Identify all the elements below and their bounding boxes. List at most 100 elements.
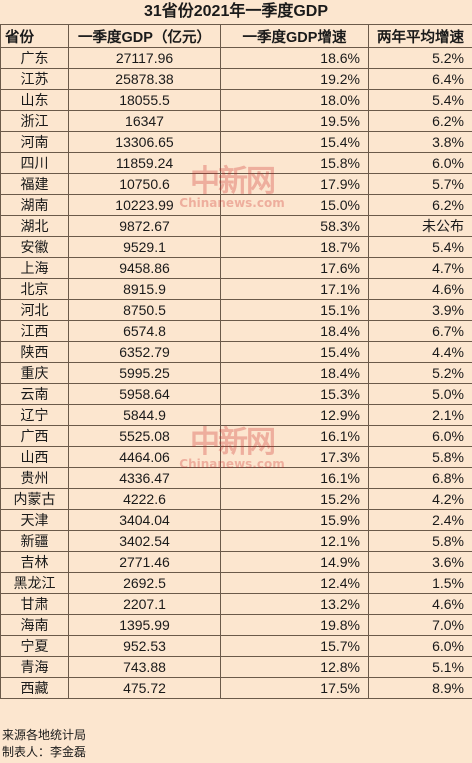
table-row: 上海 9458.86 17.6% 4.7% [0, 257, 472, 279]
province-cell: 安徽 [0, 236, 69, 258]
gdp-cell: 13306.65 [68, 131, 221, 153]
table-row: 广西 5525.08 16.1% 6.0% [0, 425, 472, 447]
author-note: 制表人：李金磊 [2, 745, 87, 759]
gdp-cell: 5995.25 [68, 362, 221, 384]
gdp-cell: 9458.86 [68, 257, 221, 279]
province-cell: 海南 [0, 614, 69, 636]
province-cell: 贵州 [0, 467, 69, 489]
avg-growth-cell: 2.4% [368, 509, 472, 531]
avg-growth-cell: 5.8% [368, 530, 472, 552]
source-note: 来源各地统计局 [2, 728, 87, 742]
avg-growth-cell: 5.0% [368, 383, 472, 405]
gdp-cell: 6574.8 [68, 320, 221, 342]
table-row: 西藏 475.72 17.5% 8.9% [0, 677, 472, 699]
growth-cell: 18.6% [220, 47, 369, 69]
province-cell: 广西 [0, 425, 69, 447]
avg-growth-cell: 6.2% [368, 110, 472, 132]
growth-cell: 15.2% [220, 488, 369, 510]
gdp-cell: 9529.1 [68, 236, 221, 258]
avg-growth-cell: 5.2% [368, 362, 472, 384]
header-growth: 一季度GDP增速 [220, 24, 369, 48]
avg-growth-cell: 6.0% [368, 635, 472, 657]
gdp-cell: 25878.38 [68, 68, 221, 90]
gdp-cell: 4222.6 [68, 488, 221, 510]
avg-growth-cell: 5.2% [368, 47, 472, 69]
table-row: 河南 13306.65 15.4% 3.8% [0, 131, 472, 153]
table-row: 青海 743.88 12.8% 5.1% [0, 656, 472, 678]
avg-growth-cell: 4.6% [368, 593, 472, 615]
avg-growth-cell: 4.6% [368, 278, 472, 300]
avg-growth-cell: 6.2% [368, 194, 472, 216]
growth-cell: 18.4% [220, 320, 369, 342]
table-row: 河北 8750.5 15.1% 3.9% [0, 299, 472, 321]
growth-cell: 19.2% [220, 68, 369, 90]
growth-cell: 17.9% [220, 173, 369, 195]
table-row: 甘肃 2207.1 13.2% 4.6% [0, 593, 472, 615]
province-cell: 湖南 [0, 194, 69, 216]
avg-growth-cell: 3.8% [368, 131, 472, 153]
table-row: 安徽 9529.1 18.7% 5.4% [0, 236, 472, 258]
table-row: 四川 11859.24 15.8% 6.0% [0, 152, 472, 174]
province-cell: 云南 [0, 383, 69, 405]
gdp-cell: 8915.9 [68, 278, 221, 300]
province-cell: 山东 [0, 89, 69, 111]
province-cell: 重庆 [0, 362, 69, 384]
header-row: 省份 一季度GDP（亿元） 一季度GDP增速 两年平均增速 [0, 24, 472, 48]
gdp-cell: 5958.64 [68, 383, 221, 405]
table-row: 北京 8915.9 17.1% 4.6% [0, 278, 472, 300]
gdp-cell: 5844.9 [68, 404, 221, 426]
avg-growth-cell: 5.4% [368, 89, 472, 111]
gdp-cell: 475.72 [68, 677, 221, 699]
table-row: 海南 1395.99 19.8% 7.0% [0, 614, 472, 636]
growth-cell: 13.2% [220, 593, 369, 615]
gdp-table: 省份 一季度GDP（亿元） 一季度GDP增速 两年平均增速 广东 27117.96… [0, 24, 472, 699]
avg-growth-cell: 6.8% [368, 467, 472, 489]
table-row: 浙江 16347 19.5% 6.2% [0, 110, 472, 132]
gdp-cell: 3404.04 [68, 509, 221, 531]
growth-cell: 12.9% [220, 404, 369, 426]
growth-cell: 19.5% [220, 110, 369, 132]
growth-cell: 15.4% [220, 131, 369, 153]
table-row: 天津 3404.04 15.9% 2.4% [0, 509, 472, 531]
growth-cell: 17.6% [220, 257, 369, 279]
gdp-cell: 2771.46 [68, 551, 221, 573]
table-row: 陕西 6352.79 15.4% 4.4% [0, 341, 472, 363]
gdp-cell: 16347 [68, 110, 221, 132]
table-title: 31省份2021年一季度GDP [143, 3, 329, 20]
growth-cell: 15.8% [220, 152, 369, 174]
growth-cell: 15.7% [220, 635, 369, 657]
growth-cell: 15.1% [220, 299, 369, 321]
province-cell: 宁夏 [0, 635, 69, 657]
province-cell: 江苏 [0, 68, 69, 90]
avg-growth-cell: 未公布 [368, 215, 472, 237]
header-province: 省份 [0, 24, 69, 48]
header-avg-growth: 两年平均增速 [368, 24, 472, 48]
growth-cell: 12.8% [220, 656, 369, 678]
gdp-cell: 4464.06 [68, 446, 221, 468]
avg-growth-cell: 6.0% [368, 425, 472, 447]
province-cell: 广东 [0, 47, 69, 69]
table-row: 山东 18055.5 18.0% 5.4% [0, 89, 472, 111]
table-row: 贵州 4336.47 16.1% 6.8% [0, 467, 472, 489]
growth-cell: 15.0% [220, 194, 369, 216]
avg-growth-cell: 8.9% [368, 677, 472, 699]
growth-cell: 15.3% [220, 383, 369, 405]
avg-growth-cell: 5.7% [368, 173, 472, 195]
gdp-cell: 743.88 [68, 656, 221, 678]
gdp-cell: 10750.6 [68, 173, 221, 195]
avg-growth-cell: 5.8% [368, 446, 472, 468]
gdp-cell: 4336.47 [68, 467, 221, 489]
table-row: 福建 10750.6 17.9% 5.7% [0, 173, 472, 195]
table-row: 山西 4464.06 17.3% 5.8% [0, 446, 472, 468]
table-row: 江西 6574.8 18.4% 6.7% [0, 320, 472, 342]
table-row: 云南 5958.64 15.3% 5.0% [0, 383, 472, 405]
table-row: 新疆 3402.54 12.1% 5.8% [0, 530, 472, 552]
avg-growth-cell: 3.6% [368, 551, 472, 573]
avg-growth-cell: 6.4% [368, 68, 472, 90]
province-cell: 西藏 [0, 677, 69, 699]
growth-cell: 12.1% [220, 530, 369, 552]
growth-cell: 15.4% [220, 341, 369, 363]
province-cell: 甘肃 [0, 593, 69, 615]
table-row: 吉林 2771.46 14.9% 3.6% [0, 551, 472, 573]
avg-growth-cell: 3.9% [368, 299, 472, 321]
